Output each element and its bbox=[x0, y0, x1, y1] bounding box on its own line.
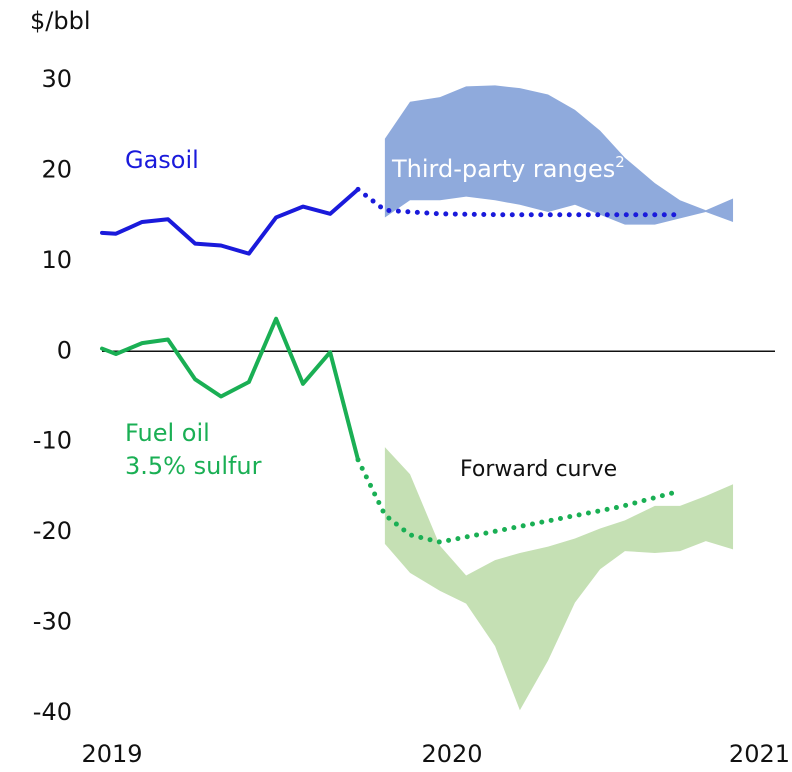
range-band bbox=[384, 447, 734, 711]
annotation-sup: 2 bbox=[615, 153, 625, 171]
series-label: 3.5% sulfur bbox=[125, 452, 262, 480]
y-tick-label: -40 bbox=[33, 698, 72, 726]
y-tick-label: -10 bbox=[33, 427, 72, 455]
x-tick-label: 2020 bbox=[421, 740, 482, 768]
annotation: Forward curve bbox=[460, 457, 617, 482]
history-line bbox=[100, 316, 361, 462]
y-axis-label: $/bbl bbox=[30, 7, 91, 35]
y-tick-label: -20 bbox=[33, 517, 72, 545]
x-tick-label: 2021 bbox=[729, 740, 790, 768]
range-band bbox=[384, 85, 734, 225]
annotation-text: Third-party ranges bbox=[391, 155, 615, 183]
y-tick-label: 20 bbox=[41, 155, 72, 183]
series-label: Gasoil bbox=[125, 146, 199, 174]
y-tick-label: 0 bbox=[57, 336, 72, 364]
y-tick-label: -30 bbox=[33, 608, 72, 636]
history-line bbox=[100, 187, 361, 256]
y-tick-label: 30 bbox=[41, 65, 72, 93]
forward-line bbox=[355, 457, 678, 545]
x-tick-label: 2019 bbox=[81, 740, 142, 768]
annotation: Third-party ranges2 bbox=[391, 153, 625, 184]
series-label: Fuel oil bbox=[125, 419, 210, 447]
y-tick-label: 10 bbox=[41, 246, 72, 274]
